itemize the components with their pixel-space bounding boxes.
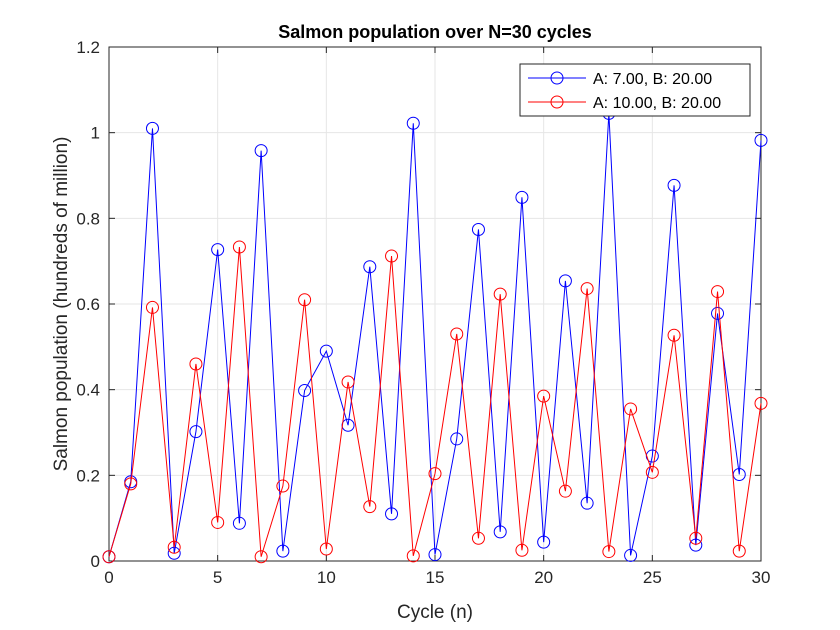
legend-label-series-2: A: 10.00, B: 20.00	[593, 95, 721, 112]
data-point	[711, 285, 725, 299]
y-axis-label: Salmon population (hundreds of million)	[51, 137, 72, 472]
data-point	[276, 479, 290, 493]
data-point	[471, 222, 485, 236]
data-point	[732, 544, 746, 558]
data-point	[211, 243, 225, 257]
y-tick-label: 1.2	[76, 38, 100, 57]
series-line-1	[108, 113, 762, 557]
data-point	[363, 500, 377, 514]
ticks-layer: 0 5 10 15 20 25 30 0 0.2 0.4 0.6 0.8 1 1.2	[76, 38, 770, 587]
y-tick-label: 1	[91, 124, 100, 143]
data-point	[319, 542, 333, 556]
data-point	[145, 300, 159, 314]
data-point	[515, 190, 529, 204]
x-tick-label: 0	[104, 568, 113, 587]
data-point	[145, 121, 159, 135]
legend: A: 7.00, B: 20.00 A: 10.00, B: 20.00	[519, 63, 751, 117]
data-point	[124, 477, 138, 491]
series-line-2	[108, 246, 762, 557]
data-point	[580, 496, 594, 510]
data-point	[471, 531, 485, 545]
data-point	[754, 133, 768, 147]
data-point	[645, 465, 659, 479]
data-point	[276, 544, 290, 558]
data-point	[450, 432, 464, 446]
data-point	[385, 507, 399, 521]
chart-title: Salmon population over N=30 cycles	[278, 22, 592, 42]
data-point	[167, 540, 181, 554]
data-point	[493, 525, 507, 539]
data-point	[189, 357, 203, 371]
data-point	[406, 116, 420, 130]
data-point	[450, 327, 464, 341]
data-point	[667, 328, 681, 342]
x-tick-label: 30	[752, 568, 771, 587]
y-tick-label: 0.6	[76, 295, 100, 314]
data-point	[428, 548, 442, 562]
data-point	[363, 260, 377, 274]
data-point	[558, 484, 572, 498]
legend-marker-series-1	[550, 71, 564, 85]
x-tick-label: 20	[534, 568, 553, 587]
data-point	[428, 467, 442, 481]
data-point	[558, 274, 572, 288]
data-point	[102, 550, 116, 564]
legend-marker-series-2	[550, 95, 564, 109]
data-point	[537, 389, 551, 403]
data-point	[298, 384, 312, 398]
data-point	[232, 516, 246, 530]
data-point	[624, 402, 638, 416]
legend-label-series-1: A: 7.00, B: 20.00	[593, 71, 712, 88]
x-tick-label: 15	[426, 568, 445, 587]
data-point	[406, 549, 420, 563]
data-point	[189, 425, 203, 439]
data-point	[624, 548, 638, 562]
series-2	[102, 240, 768, 564]
y-tick-label: 0.4	[76, 381, 100, 400]
data-point	[754, 396, 768, 410]
data-point	[254, 550, 268, 564]
x-tick-label: 25	[643, 568, 662, 587]
data-point	[515, 543, 529, 557]
data-point	[667, 178, 681, 192]
data-point	[711, 306, 725, 320]
data-point	[211, 515, 225, 529]
data-point	[580, 282, 594, 296]
data-point	[493, 287, 507, 301]
data-point	[319, 344, 333, 358]
series-layer	[102, 106, 768, 564]
y-tick-label: 0.2	[76, 466, 100, 485]
data-point	[298, 293, 312, 307]
data-point	[689, 538, 703, 552]
x-tick-label: 10	[317, 568, 336, 587]
x-tick-label: 5	[213, 568, 222, 587]
legend-box	[519, 63, 751, 117]
data-point	[602, 545, 616, 559]
data-point	[385, 249, 399, 263]
data-point	[341, 375, 355, 389]
y-tick-label: 0	[91, 552, 100, 571]
data-point	[254, 144, 268, 158]
data-point	[689, 531, 703, 545]
data-point	[232, 240, 246, 254]
y-tick-label: 0.8	[76, 209, 100, 228]
x-axis-label: Cycle (n)	[397, 602, 473, 623]
data-point	[537, 535, 551, 549]
